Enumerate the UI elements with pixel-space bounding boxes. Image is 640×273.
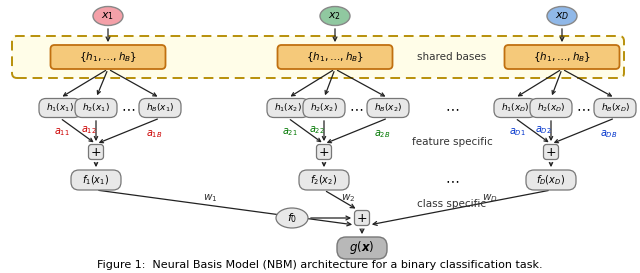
FancyBboxPatch shape (367, 99, 409, 117)
FancyBboxPatch shape (594, 99, 636, 117)
Text: $f_1(x_1)$: $f_1(x_1)$ (83, 173, 109, 187)
Text: $f_D(x_D)$: $f_D(x_D)$ (536, 173, 566, 187)
Text: $\{h_1,\ldots,h_B\}$: $\{h_1,\ldots,h_B\}$ (533, 50, 591, 64)
FancyBboxPatch shape (317, 144, 332, 159)
Text: $\cdots$: $\cdots$ (121, 101, 135, 115)
Ellipse shape (547, 7, 577, 25)
FancyBboxPatch shape (267, 99, 309, 117)
FancyBboxPatch shape (139, 99, 181, 117)
FancyBboxPatch shape (526, 170, 576, 190)
Text: $w_2$: $w_2$ (341, 192, 355, 204)
Text: shared bases: shared bases (417, 52, 486, 62)
Text: $+$: $+$ (356, 212, 367, 224)
Text: $\cdots$: $\cdots$ (576, 101, 590, 115)
Text: $h_B(x_1)$: $h_B(x_1)$ (146, 102, 174, 114)
FancyBboxPatch shape (75, 99, 117, 117)
FancyBboxPatch shape (303, 99, 345, 117)
Text: $h_2(x_2)$: $h_2(x_2)$ (310, 102, 338, 114)
Text: $f_2(x_2)$: $f_2(x_2)$ (310, 173, 338, 187)
FancyBboxPatch shape (337, 237, 387, 259)
Text: $a_{21}$: $a_{21}$ (282, 126, 298, 138)
Text: $a_{22}$: $a_{22}$ (309, 124, 325, 136)
Text: $x_D$: $x_D$ (555, 10, 569, 22)
Text: $h_2(x_1)$: $h_2(x_1)$ (82, 102, 110, 114)
FancyBboxPatch shape (278, 45, 392, 69)
Text: $a_{1B}$: $a_{1B}$ (146, 128, 163, 140)
Text: $+$: $+$ (318, 146, 330, 159)
Text: $a_{D1}$: $a_{D1}$ (509, 126, 525, 138)
FancyBboxPatch shape (530, 99, 572, 117)
Ellipse shape (93, 7, 123, 25)
Text: $+$: $+$ (545, 146, 557, 159)
Text: $f_0$: $f_0$ (287, 211, 297, 225)
FancyBboxPatch shape (51, 45, 166, 69)
Text: feature specific: feature specific (412, 137, 492, 147)
FancyBboxPatch shape (299, 170, 349, 190)
Text: $g(\boldsymbol{x})$: $g(\boldsymbol{x})$ (349, 239, 374, 257)
FancyBboxPatch shape (12, 36, 624, 78)
FancyBboxPatch shape (71, 170, 121, 190)
Text: $\cdots$: $\cdots$ (445, 101, 459, 115)
Text: $h_1(x_2)$: $h_1(x_2)$ (274, 102, 302, 114)
Text: $\{h_1,\ldots,h_B\}$: $\{h_1,\ldots,h_B\}$ (306, 50, 364, 64)
Text: $h_2(x_D)$: $h_2(x_D)$ (537, 102, 565, 114)
FancyBboxPatch shape (88, 144, 104, 159)
FancyBboxPatch shape (543, 144, 559, 159)
Ellipse shape (320, 7, 350, 25)
FancyBboxPatch shape (39, 99, 81, 117)
Text: $w_D$: $w_D$ (482, 192, 498, 204)
Text: $a_{D2}$: $a_{D2}$ (534, 124, 552, 136)
Text: $\{h_1,\ldots,h_B\}$: $\{h_1,\ldots,h_B\}$ (79, 50, 137, 64)
Text: class specific: class specific (417, 199, 486, 209)
Text: $h_1(x_D)$: $h_1(x_D)$ (500, 102, 529, 114)
Ellipse shape (276, 208, 308, 228)
Text: $a_{11}$: $a_{11}$ (54, 126, 70, 138)
Text: $a_{DB}$: $a_{DB}$ (600, 128, 618, 140)
Text: $a_{12}$: $a_{12}$ (81, 124, 97, 136)
Text: $x_2$: $x_2$ (328, 10, 342, 22)
Text: $x_1$: $x_1$ (102, 10, 115, 22)
FancyBboxPatch shape (504, 45, 620, 69)
Text: Figure 1:  Neural Basis Model (NBM) architecture for a binary classification tas: Figure 1: Neural Basis Model (NBM) archi… (97, 260, 543, 270)
Text: $\cdots$: $\cdots$ (349, 101, 363, 115)
FancyBboxPatch shape (494, 99, 536, 117)
Text: $h_B(x_D)$: $h_B(x_D)$ (600, 102, 630, 114)
Text: $\cdots$: $\cdots$ (445, 173, 459, 187)
Text: $+$: $+$ (90, 146, 102, 159)
FancyBboxPatch shape (355, 210, 369, 225)
Text: $w_1$: $w_1$ (203, 192, 217, 204)
Text: $h_1(x_1)$: $h_1(x_1)$ (46, 102, 74, 114)
Text: $h_B(x_2)$: $h_B(x_2)$ (374, 102, 402, 114)
Text: $a_{2B}$: $a_{2B}$ (374, 128, 390, 140)
